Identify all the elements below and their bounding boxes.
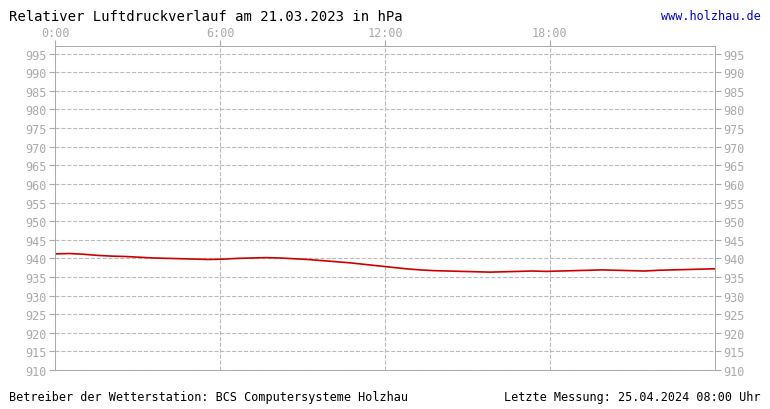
Text: www.holzhau.de: www.holzhau.de xyxy=(661,10,761,23)
Text: Betreiber der Wetterstation: BCS Computersysteme Holzhau: Betreiber der Wetterstation: BCS Compute… xyxy=(9,390,408,403)
Text: Relativer Luftdruckverlauf am 21.03.2023 in hPa: Relativer Luftdruckverlauf am 21.03.2023… xyxy=(9,10,403,24)
Text: Letzte Messung: 25.04.2024 08:00 Uhr: Letzte Messung: 25.04.2024 08:00 Uhr xyxy=(504,390,761,403)
